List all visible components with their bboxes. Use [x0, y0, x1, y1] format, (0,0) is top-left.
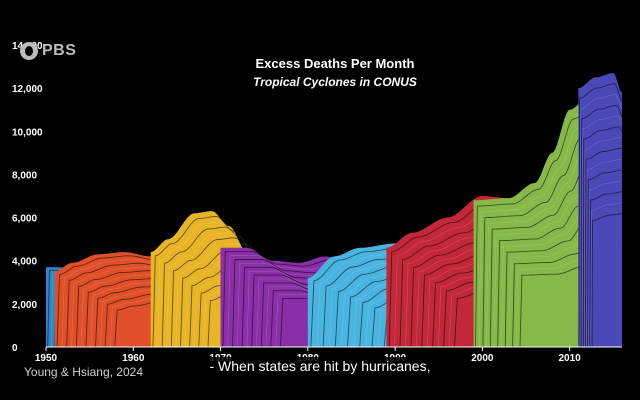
x-tick-label: 1960: [122, 353, 145, 364]
series-7: [578, 73, 623, 348]
series-layer-line: [578, 94, 623, 348]
x-tick-label: 2010: [559, 353, 582, 364]
pbs-logo-icon: [20, 42, 38, 60]
pbs-logo: PBS: [20, 42, 76, 60]
series-layer-line: [578, 83, 623, 348]
subtitle-caption: - When states are hit by hurricanes,: [0, 357, 640, 375]
y-tick-label: 6,000: [12, 214, 37, 225]
y-tick-label: 10,000: [12, 127, 43, 138]
series-layer-line: [578, 115, 623, 348]
chart-subtitle: Tropical Cyclones in CONUS: [253, 75, 417, 89]
y-tick-label: 8,000: [12, 170, 37, 181]
y-tick-label: 2,000: [12, 300, 37, 311]
area-layers: [46, 73, 623, 348]
x-tick-label: 1950: [35, 353, 58, 364]
series-layer-line: [578, 126, 623, 348]
x-tick-label: 2000: [471, 353, 494, 364]
pbs-logo-text: PBS: [42, 42, 77, 59]
y-tick-label: 12,000: [12, 84, 43, 95]
series-layer-line: [578, 137, 623, 348]
caption-text: - When states are hit by hurricanes,: [205, 357, 435, 375]
source-credit: Young & Hsiang, 2024: [24, 365, 143, 379]
chart-title: Excess Deaths Per Month: [255, 56, 415, 71]
y-tick-label: 0: [12, 343, 18, 354]
series-layer-line: [578, 104, 623, 348]
series-area: [578, 73, 622, 347]
y-tick-label: 4,000: [12, 257, 37, 268]
series-layer-line: [578, 147, 623, 348]
